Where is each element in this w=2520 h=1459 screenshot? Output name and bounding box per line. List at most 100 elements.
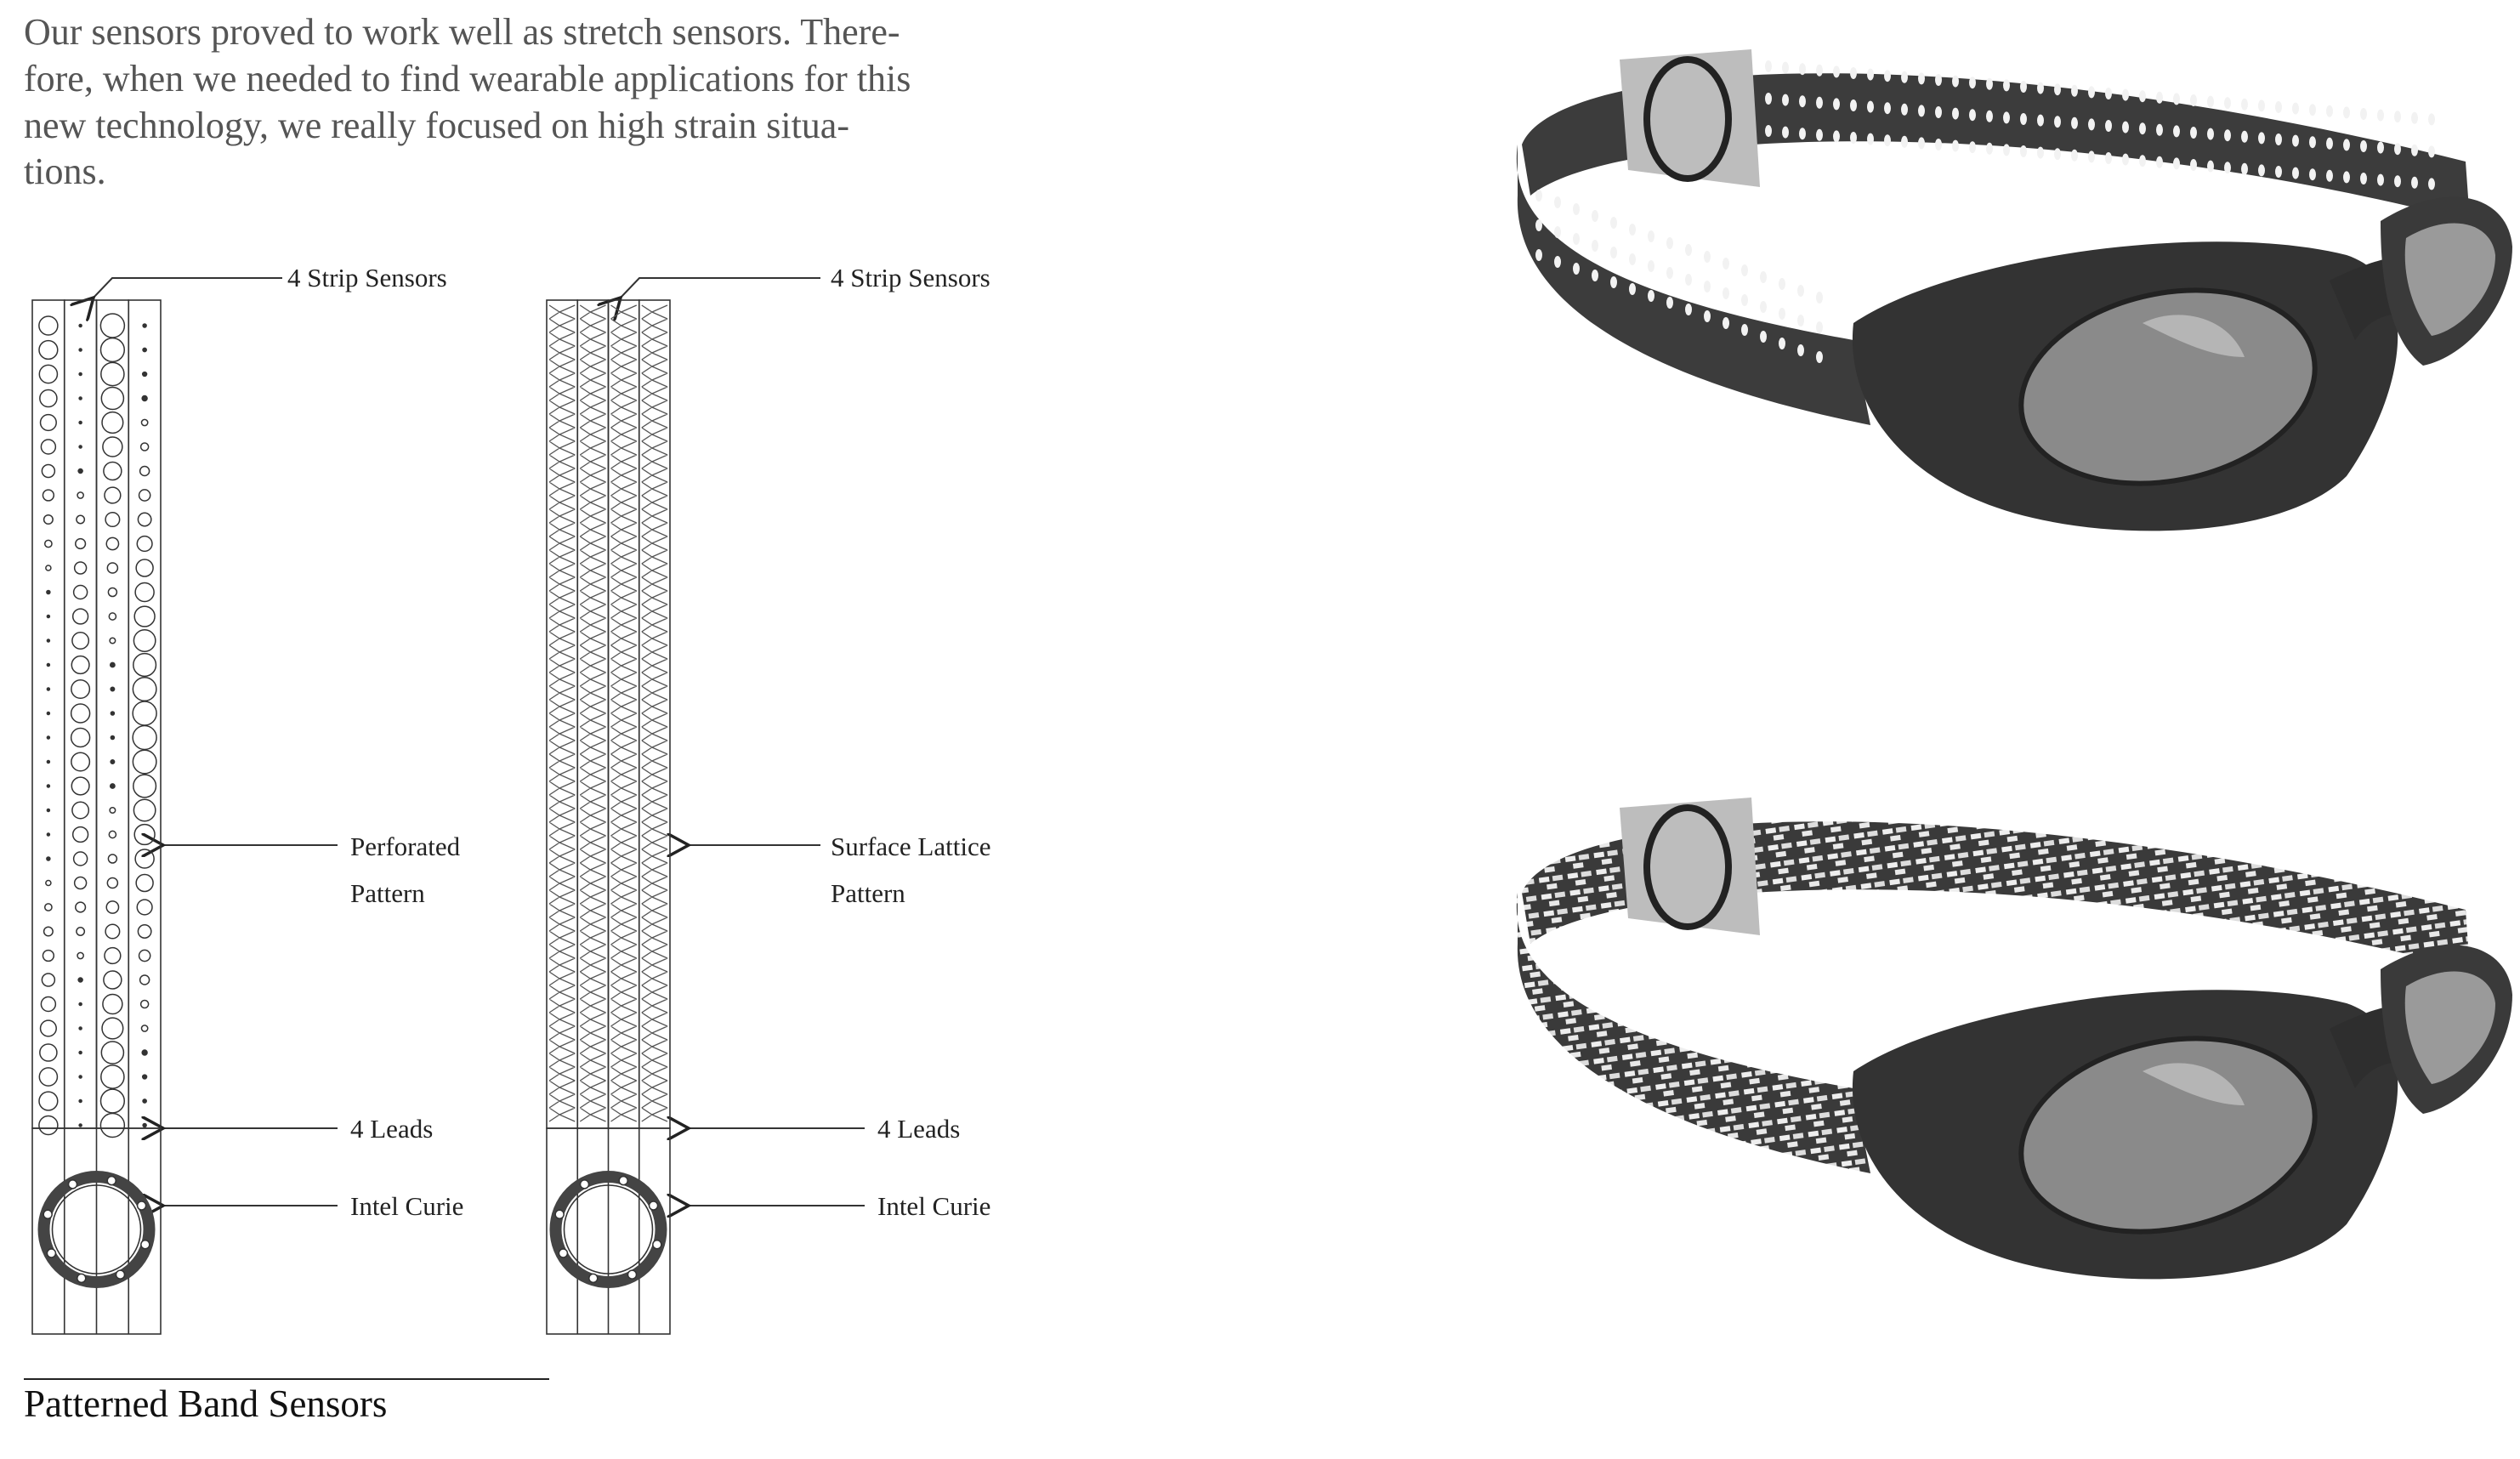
chip-ring bbox=[549, 1171, 667, 1288]
perforation bbox=[43, 903, 53, 911]
band-hole bbox=[1704, 251, 1711, 263]
perforation bbox=[78, 348, 82, 352]
perforation bbox=[142, 323, 147, 328]
band-hole bbox=[2054, 116, 2061, 128]
band-hole bbox=[1884, 102, 1891, 115]
band-hole bbox=[1797, 344, 1804, 356]
perforation bbox=[46, 614, 51, 619]
perforation bbox=[70, 727, 91, 748]
perforation bbox=[100, 1064, 125, 1089]
band-hole bbox=[2428, 145, 2435, 158]
chip-pin bbox=[115, 1269, 126, 1280]
band-hole bbox=[2003, 111, 2010, 124]
perforation bbox=[132, 676, 157, 702]
band-hole bbox=[1741, 264, 1748, 276]
perforation bbox=[71, 776, 90, 796]
chip-pin bbox=[618, 1175, 628, 1186]
label: Pattern bbox=[831, 878, 905, 908]
band-hole bbox=[1782, 94, 1789, 106]
perforation bbox=[77, 977, 83, 983]
band-hole bbox=[2173, 93, 2180, 105]
band-hole bbox=[1797, 315, 1804, 326]
band-hole bbox=[2139, 155, 2146, 167]
band-hole bbox=[2173, 125, 2180, 138]
perforation bbox=[99, 1088, 126, 1114]
arrow bbox=[621, 277, 820, 298]
band-hole bbox=[2309, 104, 2316, 116]
band-hole bbox=[1816, 64, 1823, 77]
band-hole bbox=[2207, 128, 2214, 140]
band-hole bbox=[1666, 267, 1673, 279]
paragraph-line: tions. bbox=[24, 150, 106, 192]
band-hole bbox=[2343, 106, 2350, 119]
perforation bbox=[137, 512, 152, 527]
perforation bbox=[78, 372, 82, 377]
perforation bbox=[107, 587, 118, 598]
perforation bbox=[133, 823, 156, 846]
chip-inner bbox=[563, 1184, 654, 1274]
band-hole bbox=[2309, 136, 2316, 149]
perforation bbox=[38, 339, 59, 360]
band-hole bbox=[1799, 95, 1806, 108]
perforation bbox=[40, 439, 57, 455]
band-hole bbox=[1782, 126, 1789, 139]
band-hole bbox=[1554, 226, 1561, 238]
band-hole bbox=[2139, 90, 2146, 103]
band-hole bbox=[1535, 190, 1542, 202]
perforation bbox=[132, 724, 157, 751]
band-back bbox=[1522, 73, 2470, 221]
band-hole bbox=[1884, 70, 1891, 82]
band-hole bbox=[1935, 139, 1942, 150]
band-hole bbox=[1648, 230, 1654, 242]
band-hole bbox=[2428, 178, 2435, 190]
band-hole bbox=[1760, 271, 1767, 283]
perforated-diagram bbox=[31, 299, 162, 1335]
perforation bbox=[78, 445, 82, 449]
lattice-diagram bbox=[546, 299, 671, 1335]
perforation bbox=[135, 559, 154, 577]
band-hole bbox=[1592, 240, 1598, 252]
perforation bbox=[78, 1099, 82, 1104]
perforation bbox=[70, 703, 91, 724]
band-hole bbox=[1833, 130, 1840, 143]
band-hole bbox=[2071, 149, 2078, 162]
paragraph: Our sensors proved to work well as stret… bbox=[24, 11, 911, 192]
band-hole bbox=[1901, 135, 1908, 148]
paragraph-line: new technology, we really focused on hig… bbox=[24, 105, 849, 146]
perforation bbox=[46, 711, 51, 716]
band-hole bbox=[2411, 176, 2418, 189]
chip-pin bbox=[648, 1201, 659, 1211]
perforation bbox=[38, 1091, 59, 1111]
perforation bbox=[38, 315, 59, 336]
band-hole bbox=[2428, 113, 2435, 126]
perforation bbox=[46, 784, 51, 788]
perforation bbox=[43, 926, 54, 937]
label: 4 Strip Sensors bbox=[831, 263, 990, 292]
band-hole bbox=[2292, 102, 2299, 115]
perforation bbox=[101, 411, 124, 434]
perforation bbox=[132, 749, 157, 775]
perforation bbox=[109, 783, 116, 789]
band-hole bbox=[1629, 253, 1636, 265]
band-hole bbox=[2037, 146, 2044, 159]
band-hole bbox=[2190, 159, 2197, 171]
perforation bbox=[133, 629, 156, 652]
band-hole bbox=[1554, 256, 1561, 268]
band-hole bbox=[2326, 105, 2333, 117]
perforation bbox=[46, 589, 51, 595]
chip-pin bbox=[43, 1209, 53, 1220]
band-hole bbox=[2343, 171, 2350, 184]
band-hole bbox=[2037, 114, 2044, 127]
perforation bbox=[77, 468, 83, 474]
band-hole bbox=[1685, 244, 1692, 256]
perforation bbox=[71, 801, 90, 820]
band-hole bbox=[1765, 125, 1772, 137]
perforation bbox=[133, 774, 157, 798]
band-back bbox=[1522, 821, 2470, 969]
band-hole bbox=[1723, 287, 1729, 299]
perforation bbox=[45, 565, 52, 571]
label: Intel Curie bbox=[350, 1191, 463, 1221]
band-hole bbox=[1867, 68, 1874, 81]
